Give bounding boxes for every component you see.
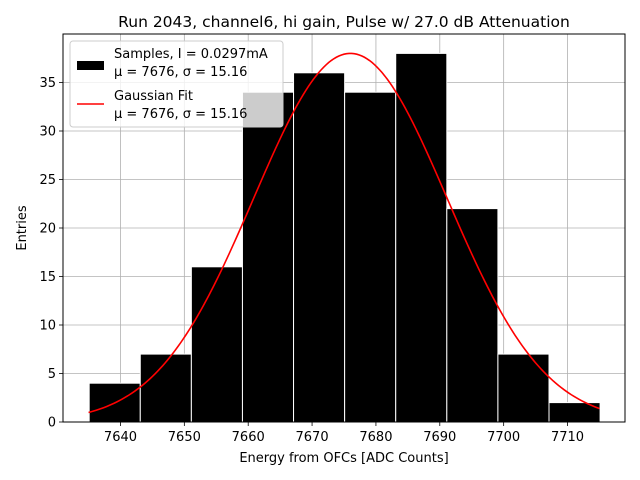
y-tick-label: 15 — [39, 270, 56, 285]
y-tick-label: 25 — [39, 173, 56, 188]
histogram-bars — [88, 52, 601, 423]
x-tick-label: 7640 — [104, 430, 137, 445]
y-tick-label: 30 — [39, 125, 56, 140]
legend-label-samples-stats: μ = 7676, σ = 15.16 — [114, 65, 247, 80]
x-tick-label: 7690 — [423, 430, 456, 445]
chart-title: Run 2043, channel6, hi gain, Pulse w/ 27… — [118, 13, 570, 31]
x-axis-label: Energy from OFCs [ADC Counts] — [239, 451, 448, 466]
legend-swatch-samples — [77, 61, 104, 70]
histogram-bar — [497, 353, 550, 423]
histogram-bar — [395, 52, 448, 423]
y-tick-label: 35 — [39, 76, 56, 91]
x-tick-label: 7650 — [168, 430, 201, 445]
x-tick-label: 7660 — [232, 430, 265, 445]
gaussian-fit-line — [88, 52, 600, 414]
legend-label-fit: Gaussian Fit — [114, 89, 193, 104]
histogram-bar — [446, 208, 499, 423]
histogram-bar — [190, 266, 243, 423]
y-axis-label: Entries — [15, 205, 30, 251]
y-tick-label: 0 — [48, 416, 56, 431]
x-tick-label: 7700 — [487, 430, 520, 445]
x-axis-ticks: 7640 7650 7660 7670 7680 7690 7700 7710 — [104, 422, 584, 445]
y-axis-ticks: 0 5 10 15 20 25 30 35 — [39, 76, 63, 431]
histogram-bar — [241, 91, 295, 423]
gaussian-fit — [88, 52, 600, 414]
x-tick-label: 7680 — [359, 430, 392, 445]
x-tick-label: 7710 — [551, 430, 584, 445]
x-tick-label: 7670 — [296, 430, 329, 445]
histogram-bar — [139, 353, 192, 423]
legend: Samples, I = 0.0297mA μ = 7676, σ = 15.1… — [69, 40, 284, 128]
histogram-bar — [344, 91, 397, 423]
y-tick-label: 5 — [48, 367, 56, 382]
y-tick-label: 10 — [39, 319, 56, 334]
legend-box — [69, 40, 284, 128]
legend-label-fit-stats: μ = 7676, σ = 15.16 — [114, 107, 247, 122]
legend-label-samples: Samples, I = 0.0297mA — [114, 47, 268, 62]
y-tick-label: 20 — [39, 222, 56, 237]
histogram-bar — [293, 72, 346, 423]
